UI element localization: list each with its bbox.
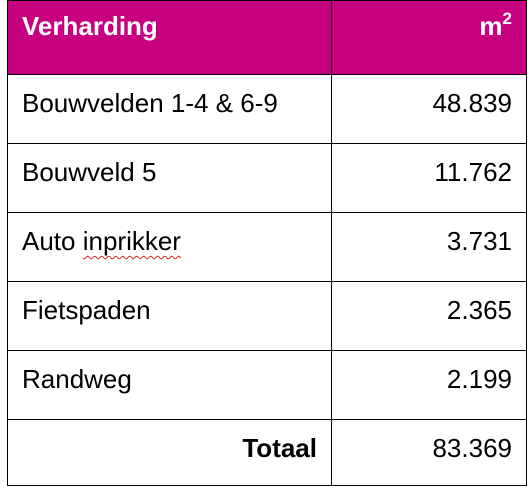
unit-base: m bbox=[479, 11, 503, 41]
table-row: Fietspaden 2.365 bbox=[7, 281, 527, 351]
row-label: Bouwveld 5 bbox=[7, 143, 332, 213]
unit-exponent: 2 bbox=[502, 9, 512, 28]
row-label: Fietspaden bbox=[7, 281, 332, 351]
row-value: 11.762 bbox=[331, 143, 527, 213]
row-label: Auto inprikker bbox=[7, 212, 332, 282]
row-value: 2.365 bbox=[331, 281, 527, 351]
row-label-text: Bouwvelden 1-4 & 6-9 bbox=[22, 88, 278, 118]
row-label-text: Fietspaden bbox=[22, 295, 151, 325]
pavement-area-table: Verharding m2 Bouwvelden 1-4 & 6-9 48.83… bbox=[7, 0, 527, 486]
total-value: 83.369 bbox=[331, 419, 527, 486]
row-label-text: Bouwveld 5 bbox=[22, 157, 157, 187]
header-unit: m2 bbox=[331, 0, 527, 75]
row-label-text: Auto bbox=[22, 226, 83, 256]
header-label: Verharding bbox=[7, 0, 332, 75]
row-value: 2.199 bbox=[331, 350, 527, 420]
row-value: 3.731 bbox=[331, 212, 527, 282]
row-value: 48.839 bbox=[331, 74, 527, 144]
row-label-text: Randweg bbox=[22, 364, 132, 394]
row-label: Bouwvelden 1-4 & 6-9 bbox=[7, 74, 332, 144]
row-label: Randweg bbox=[7, 350, 332, 420]
spellcheck-flagged-word[interactable]: inprikker bbox=[82, 226, 181, 256]
table-row: Auto inprikker 3.731 bbox=[7, 212, 527, 282]
table-row: Bouwveld 5 11.762 bbox=[7, 143, 527, 213]
total-label: Totaal bbox=[7, 419, 332, 486]
table-row: Bouwvelden 1-4 & 6-9 48.839 bbox=[7, 74, 527, 144]
table-row: Randweg 2.199 bbox=[7, 350, 527, 420]
table-header-row: Verharding m2 bbox=[7, 0, 527, 75]
total-row: Totaal 83.369 bbox=[7, 419, 527, 486]
